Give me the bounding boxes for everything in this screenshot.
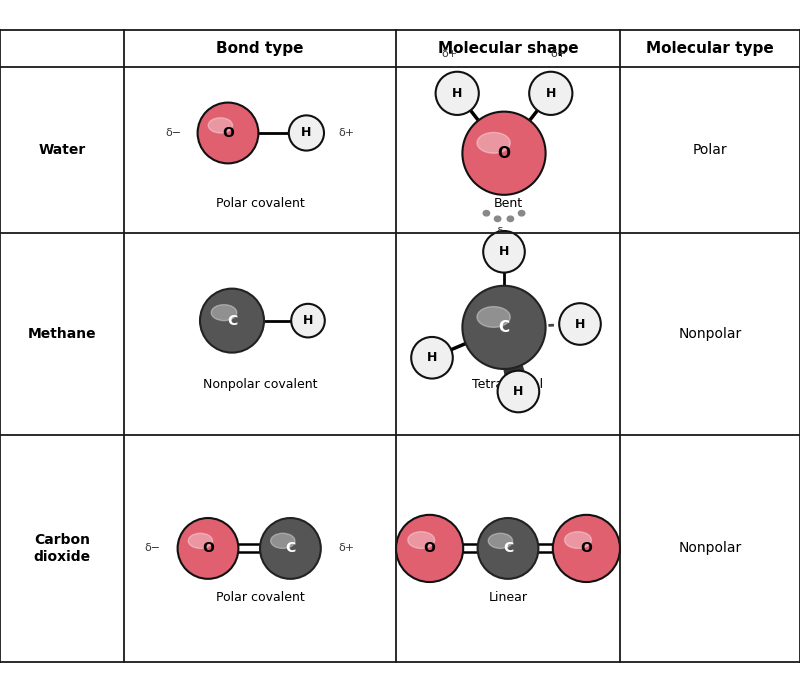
Text: Molecular type: Molecular type bbox=[646, 41, 774, 56]
Ellipse shape bbox=[477, 132, 510, 153]
Text: Methane: Methane bbox=[28, 327, 96, 341]
Text: Linear: Linear bbox=[489, 591, 527, 603]
Text: Molecular shape: Molecular shape bbox=[438, 41, 578, 56]
Circle shape bbox=[507, 216, 514, 221]
Text: Polar: Polar bbox=[693, 143, 727, 157]
Text: O: O bbox=[581, 541, 592, 556]
Text: H: H bbox=[514, 385, 523, 398]
Ellipse shape bbox=[270, 533, 295, 548]
Text: δ+: δ+ bbox=[550, 49, 567, 59]
Ellipse shape bbox=[483, 231, 525, 273]
Ellipse shape bbox=[208, 117, 233, 133]
Text: O: O bbox=[498, 146, 510, 161]
Text: Tetrahedral: Tetrahedral bbox=[473, 378, 543, 392]
Ellipse shape bbox=[408, 532, 434, 548]
Text: δ−: δ− bbox=[496, 227, 512, 237]
Text: O: O bbox=[424, 541, 435, 556]
Ellipse shape bbox=[462, 286, 546, 369]
Ellipse shape bbox=[188, 533, 213, 548]
Text: H: H bbox=[499, 245, 509, 259]
Text: δ−: δ− bbox=[144, 543, 160, 553]
Ellipse shape bbox=[211, 304, 237, 321]
Ellipse shape bbox=[178, 518, 238, 579]
Ellipse shape bbox=[529, 72, 572, 115]
Text: Bent: Bent bbox=[494, 197, 522, 211]
Text: H: H bbox=[452, 87, 462, 100]
Ellipse shape bbox=[477, 306, 510, 327]
Text: Carbon
dioxide: Carbon dioxide bbox=[34, 533, 90, 564]
Circle shape bbox=[518, 211, 525, 216]
Text: H: H bbox=[302, 126, 311, 140]
Text: Bond type: Bond type bbox=[216, 41, 304, 56]
Text: δ−: δ− bbox=[166, 128, 182, 138]
Ellipse shape bbox=[462, 111, 546, 195]
Ellipse shape bbox=[559, 303, 601, 345]
Text: Nonpolar: Nonpolar bbox=[678, 327, 742, 341]
Text: δ+: δ+ bbox=[441, 49, 458, 59]
Ellipse shape bbox=[436, 72, 479, 115]
Text: O: O bbox=[202, 541, 214, 556]
Text: δ+: δ+ bbox=[338, 128, 354, 138]
Polygon shape bbox=[497, 331, 530, 388]
Text: Polar covalent: Polar covalent bbox=[216, 591, 304, 603]
Ellipse shape bbox=[260, 518, 321, 579]
Ellipse shape bbox=[411, 337, 453, 379]
Text: H: H bbox=[427, 351, 437, 364]
Text: Nonpolar covalent: Nonpolar covalent bbox=[202, 378, 318, 392]
Text: C: C bbox=[503, 541, 513, 556]
Text: C: C bbox=[286, 541, 295, 556]
Text: Polar covalent: Polar covalent bbox=[216, 197, 304, 211]
Text: δ+: δ+ bbox=[338, 543, 354, 553]
Ellipse shape bbox=[198, 103, 258, 163]
Ellipse shape bbox=[200, 289, 264, 352]
Ellipse shape bbox=[289, 115, 324, 151]
Circle shape bbox=[483, 211, 490, 216]
Text: H: H bbox=[303, 314, 313, 327]
Ellipse shape bbox=[488, 533, 513, 548]
Ellipse shape bbox=[565, 532, 591, 548]
Text: H: H bbox=[575, 317, 585, 331]
Text: Water: Water bbox=[38, 143, 86, 157]
Text: O: O bbox=[222, 126, 234, 140]
Ellipse shape bbox=[478, 518, 538, 579]
Text: H: H bbox=[546, 87, 556, 100]
Ellipse shape bbox=[498, 371, 539, 412]
Ellipse shape bbox=[291, 304, 325, 338]
Text: C: C bbox=[498, 320, 510, 335]
Text: C: C bbox=[227, 314, 237, 327]
Ellipse shape bbox=[553, 515, 620, 582]
Text: Nonpolar: Nonpolar bbox=[678, 541, 742, 556]
Circle shape bbox=[494, 216, 501, 221]
Ellipse shape bbox=[396, 515, 463, 582]
